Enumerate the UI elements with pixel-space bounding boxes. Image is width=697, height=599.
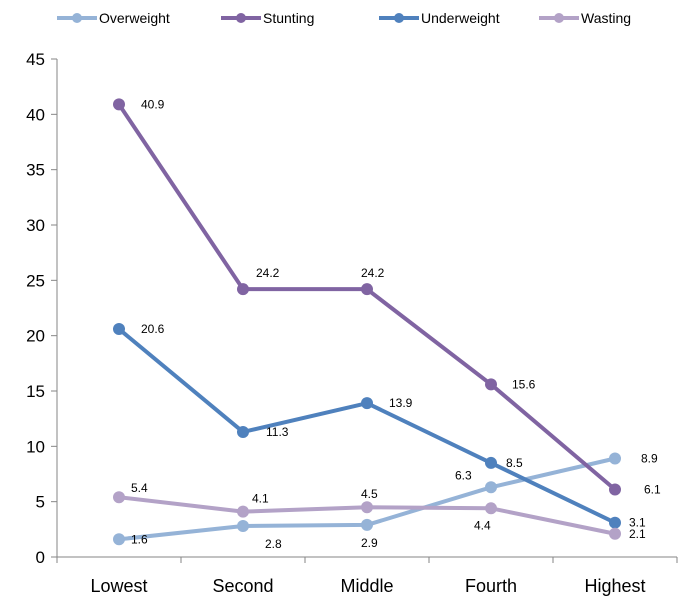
data-point-overweight xyxy=(609,452,621,465)
legend-swatch-marker xyxy=(236,13,246,23)
data-label-wasting: 4.5 xyxy=(361,487,378,501)
legend-label: Stunting xyxy=(263,10,314,26)
y-tick-label: 45 xyxy=(26,50,45,69)
x-tick-label: Second xyxy=(212,576,273,596)
data-label-overweight: 6.3 xyxy=(455,468,472,482)
data-label-stunting: 15.6 xyxy=(512,377,536,391)
data-label-wasting: 4.4 xyxy=(474,518,491,532)
data-point-underweight xyxy=(485,456,497,469)
legend-swatch-marker xyxy=(394,13,404,23)
x-tick-label: Fourth xyxy=(465,576,517,596)
x-tick-label: Middle xyxy=(340,576,393,596)
data-point-underweight xyxy=(361,397,373,410)
data-point-underweight xyxy=(609,516,621,529)
y-tick-label: 30 xyxy=(26,216,45,235)
data-point-wasting xyxy=(361,501,373,514)
data-labels: 1.6 2.8 2.9 6.3 8.9 40.9 24.2 24.2 15.6 6.1 20.6 11… xyxy=(131,97,661,551)
data-point-wasting xyxy=(237,505,249,518)
y-tick-label: 20 xyxy=(26,327,45,346)
data-label-wasting: 2.1 xyxy=(629,527,646,541)
data-point-underweight xyxy=(237,425,249,438)
data-point-overweight xyxy=(113,533,125,546)
data-point-underweight xyxy=(113,323,125,336)
data-point-wasting xyxy=(485,502,497,515)
legend-label: Underweight xyxy=(421,10,500,26)
legend-label: Overweight xyxy=(99,10,170,26)
data-label-wasting: 4.1 xyxy=(252,492,269,506)
data-point-wasting xyxy=(113,491,125,504)
data-label-underweight: 13.9 xyxy=(389,396,413,410)
data-label-overweight: 8.9 xyxy=(641,452,658,466)
data-point-wasting xyxy=(609,527,621,540)
data-label-wasting: 5.4 xyxy=(131,481,148,495)
legend-item-stunting: Stunting xyxy=(221,10,314,26)
legend-item-wasting: Wasting xyxy=(539,10,631,26)
legend-swatch-marker xyxy=(554,13,564,23)
data-point-stunting xyxy=(609,483,621,496)
legend-label: Wasting xyxy=(581,10,631,26)
data-label-stunting: 40.9 xyxy=(141,97,165,111)
data-point-stunting xyxy=(237,283,249,296)
y-tick-label: 10 xyxy=(26,437,45,456)
data-point-stunting xyxy=(485,378,497,391)
axes: 0 5 10 15 20 25 30 35 40 45 Lowest Second Middle Four… xyxy=(26,50,678,596)
data-label-underweight: 11.3 xyxy=(266,425,289,439)
y-tick-label: 0 xyxy=(36,548,45,567)
data-point-overweight xyxy=(485,481,497,494)
y-tick-label: 5 xyxy=(36,493,45,512)
x-tick-label: Highest xyxy=(584,576,645,596)
data-label-overweight: 2.8 xyxy=(265,537,282,551)
data-label-underweight: 3.1 xyxy=(629,516,646,530)
data-label-stunting: 24.2 xyxy=(361,266,385,280)
data-label-stunting: 6.1 xyxy=(644,482,661,496)
legend-item-overweight: Overweight xyxy=(57,10,170,26)
y-tick-label: 15 xyxy=(26,382,45,401)
x-tick-label: Lowest xyxy=(90,576,147,596)
legend-swatch-marker xyxy=(72,13,82,23)
series-lines xyxy=(113,98,621,546)
data-point-stunting xyxy=(361,283,373,296)
data-point-overweight xyxy=(237,520,249,533)
data-point-stunting xyxy=(113,98,125,111)
data-label-stunting: 24.2 xyxy=(256,266,280,280)
data-label-underweight: 20.6 xyxy=(141,322,165,336)
legend-item-underweight: Underweight xyxy=(379,10,500,26)
y-tick-label: 35 xyxy=(26,161,45,180)
series-line-stunting xyxy=(117,102,617,492)
data-label-underweight: 8.5 xyxy=(506,456,523,470)
y-tick-label: 40 xyxy=(26,105,45,124)
legend: Overweight Stunting Underweight Wasting xyxy=(57,10,631,26)
data-point-overweight xyxy=(361,518,373,531)
y-tick-label: 25 xyxy=(26,271,45,290)
data-label-overweight: 1.6 xyxy=(131,532,148,546)
data-label-overweight: 2.9 xyxy=(361,536,378,550)
